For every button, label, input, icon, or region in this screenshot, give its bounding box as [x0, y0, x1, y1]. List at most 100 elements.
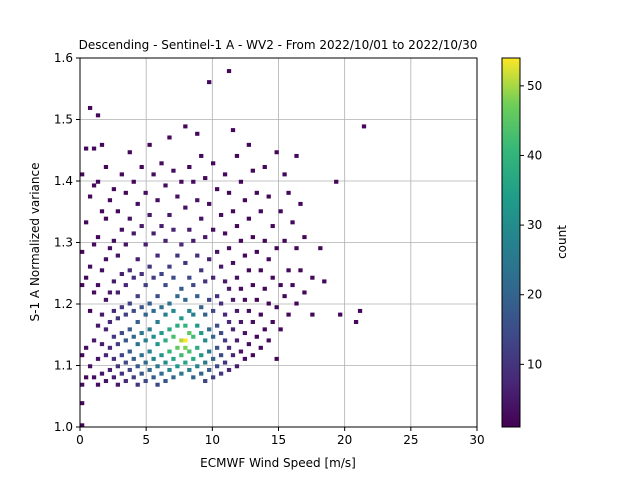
heatmap-cell — [155, 364, 160, 369]
heatmap-cell — [163, 312, 168, 317]
heatmap-cell — [163, 183, 168, 188]
heatmap-cell — [238, 349, 244, 354]
heatmap-cell — [167, 212, 172, 217]
heatmap-cell — [246, 308, 252, 313]
heatmap-cell — [91, 146, 97, 151]
heatmap-cell — [226, 345, 232, 350]
heatmap-cell — [286, 268, 291, 273]
heatmap-cell — [123, 190, 128, 195]
heatmap-cell — [103, 297, 109, 302]
x-axis-label: ECMWF Wind Speed [m/s] — [200, 456, 356, 470]
heatmap-cell — [159, 224, 164, 229]
heatmap-cell — [163, 360, 168, 365]
colorbar-tick-label: 10 — [527, 357, 542, 371]
heatmap-cell — [91, 338, 97, 343]
heatmap-cell — [119, 272, 124, 277]
heatmap-cell — [115, 342, 120, 347]
heatmap-cell — [143, 312, 148, 317]
heatmap-cell — [298, 268, 303, 273]
heatmap-cell — [199, 268, 204, 273]
heatmap-cell — [111, 375, 117, 380]
heatmap-cell — [147, 142, 152, 147]
heatmap-cell — [83, 345, 89, 350]
heatmap-cell — [361, 124, 367, 129]
heatmap-cell — [119, 371, 124, 376]
heatmap-cells — [80, 69, 367, 427]
heatmap-cell — [203, 360, 208, 365]
heatmap-cell — [103, 379, 109, 384]
heatmap-cell — [183, 124, 188, 129]
heatmap-cell — [80, 401, 85, 406]
x-tick-label: 5 — [142, 433, 150, 447]
heatmap-cell — [151, 308, 156, 313]
heatmap-cell — [211, 308, 216, 313]
heatmap-cell — [175, 345, 180, 350]
heatmap-cell — [187, 275, 192, 280]
heatmap-cell — [87, 105, 93, 110]
heatmap-cell — [282, 238, 287, 243]
heatmap-cell — [91, 242, 97, 247]
heatmap-cell — [131, 308, 136, 313]
heatmap-cell — [83, 275, 89, 280]
heatmap-cell — [151, 275, 156, 280]
heatmap-cell — [167, 367, 172, 372]
heatmap-cell — [254, 249, 259, 254]
y-axis-label: S-1 A Normalized variance — [28, 163, 42, 322]
heatmap-cell — [80, 423, 85, 427]
heatmap-cell — [195, 345, 200, 350]
heatmap-cell — [218, 301, 224, 306]
heatmap-cell — [163, 283, 168, 288]
heatmap-cell — [191, 375, 196, 380]
heatmap-cell — [131, 231, 136, 236]
heatmap-cell — [250, 319, 255, 324]
heatmap-cell — [107, 367, 113, 372]
heatmap-cell — [115, 253, 120, 258]
heatmap-cell — [107, 246, 113, 251]
heatmap-cell — [338, 312, 343, 317]
heatmap-cell — [286, 190, 291, 195]
heatmap-cell — [155, 198, 160, 203]
heatmap-cell — [278, 209, 283, 214]
heatmap-cell — [262, 165, 267, 169]
heatmap-cell — [123, 360, 128, 365]
heatmap-cell — [258, 312, 263, 317]
heatmap-cell — [135, 201, 140, 206]
heatmap-cell — [226, 246, 232, 251]
heatmap-cell — [183, 360, 188, 365]
heatmap-cell — [262, 286, 267, 291]
heatmap-cell — [111, 308, 117, 313]
heatmap-cell — [135, 342, 140, 347]
heatmap-cell — [135, 294, 140, 299]
y-tick-label: 1.4 — [54, 174, 73, 188]
heatmap-cell — [203, 338, 208, 343]
heatmap-cell — [139, 331, 144, 336]
heatmap-cell — [143, 242, 148, 247]
heatmap-cell — [171, 334, 176, 339]
heatmap-cell — [203, 176, 208, 181]
heatmap-cell — [127, 327, 132, 332]
heatmap-cell — [211, 334, 216, 339]
heatmap-cell — [107, 345, 113, 350]
heatmap-cell — [207, 297, 212, 302]
heatmap-cell — [183, 323, 188, 328]
heatmap-cell — [211, 161, 216, 166]
heatmap-cell — [167, 264, 172, 269]
y-tick-label: 1.0 — [54, 420, 73, 434]
heatmap-cell — [218, 331, 224, 336]
heatmap-cell — [222, 360, 228, 365]
heatmap-cell — [302, 235, 307, 240]
heatmap-cell — [147, 349, 152, 354]
heatmap-cell — [266, 194, 271, 199]
y-tick-label: 1.3 — [54, 236, 73, 250]
heatmap-cell — [222, 231, 228, 236]
heatmap-cell — [238, 238, 244, 243]
heatmap-cell — [207, 201, 212, 206]
heatmap-cell — [131, 356, 136, 361]
heatmap-cell — [143, 360, 148, 365]
heatmap-cell — [123, 283, 128, 288]
heatmap-cell — [242, 253, 248, 258]
heatmap-cell — [274, 150, 279, 155]
heatmap-cell — [207, 327, 212, 332]
heatmap-cell — [203, 235, 208, 240]
heatmap-cell — [83, 146, 89, 151]
